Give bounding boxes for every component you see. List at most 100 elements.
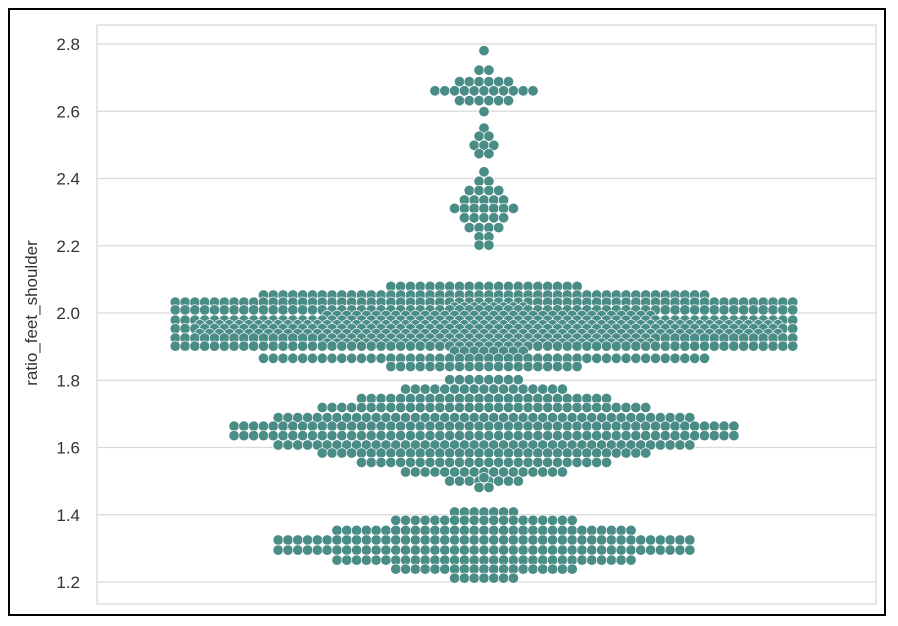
data-point xyxy=(453,420,465,432)
y-tick-label: 2.8 xyxy=(56,35,80,54)
data-point xyxy=(336,352,348,364)
data-point xyxy=(463,95,475,107)
data-point xyxy=(571,360,583,372)
data-point xyxy=(556,534,568,546)
data-point xyxy=(556,383,568,395)
data-point xyxy=(787,323,799,335)
data-point xyxy=(228,340,240,352)
data-point xyxy=(600,420,612,432)
data-point xyxy=(547,514,559,526)
data-point xyxy=(439,466,451,478)
data-point xyxy=(409,466,421,478)
data-point xyxy=(439,563,451,575)
data-point xyxy=(600,447,612,459)
data-point xyxy=(375,401,387,413)
data-point xyxy=(664,534,676,546)
data-point xyxy=(649,420,661,432)
data-point xyxy=(272,439,284,451)
data-point xyxy=(502,374,514,386)
data-point xyxy=(478,383,490,395)
data-point xyxy=(444,420,456,432)
data-point xyxy=(483,148,495,160)
data-point xyxy=(351,554,363,566)
data-point xyxy=(473,130,485,142)
data-point xyxy=(375,447,387,459)
data-point xyxy=(777,340,789,352)
data-point xyxy=(600,456,612,468)
data-point xyxy=(615,544,627,556)
data-point xyxy=(507,466,519,478)
data-point xyxy=(561,340,573,352)
data-point xyxy=(532,456,544,468)
data-point xyxy=(493,475,505,487)
data-point xyxy=(547,466,559,478)
data-point xyxy=(698,430,710,442)
data-point xyxy=(326,420,338,432)
data-point xyxy=(463,185,475,197)
data-point xyxy=(468,544,480,556)
data-point xyxy=(400,514,412,526)
data-point xyxy=(375,420,387,432)
data-point xyxy=(488,534,500,546)
data-point xyxy=(355,456,367,468)
data-point xyxy=(375,352,387,364)
data-point xyxy=(664,439,676,451)
data-point xyxy=(522,430,534,442)
data-point xyxy=(282,544,294,556)
data-point xyxy=(566,514,578,526)
data-point xyxy=(272,534,284,546)
data-point xyxy=(542,456,554,468)
data-point xyxy=(537,466,549,478)
data-point xyxy=(649,430,661,442)
data-point xyxy=(625,524,637,536)
data-point xyxy=(346,420,358,432)
data-point xyxy=(483,222,495,234)
data-point xyxy=(571,340,583,352)
data-point xyxy=(355,447,367,459)
data-point xyxy=(302,439,314,451)
data-point xyxy=(532,401,544,413)
data-point xyxy=(404,401,416,413)
data-point xyxy=(439,514,451,526)
data-point xyxy=(434,430,446,442)
data-point xyxy=(355,352,367,364)
data-point xyxy=(610,420,622,432)
data-point xyxy=(630,352,642,364)
data-point xyxy=(630,447,642,459)
data-point xyxy=(615,534,627,546)
data-point xyxy=(248,420,260,432)
data-point xyxy=(522,456,534,468)
data-point xyxy=(591,401,603,413)
data-point xyxy=(306,352,318,364)
data-point xyxy=(708,304,720,316)
data-point xyxy=(336,447,348,459)
data-point xyxy=(498,85,510,97)
data-point xyxy=(302,544,314,556)
data-point xyxy=(409,544,421,556)
data-point xyxy=(483,130,495,142)
data-point xyxy=(375,456,387,468)
data-point xyxy=(542,430,554,442)
data-point xyxy=(483,374,495,386)
data-point xyxy=(517,534,529,546)
data-point xyxy=(600,430,612,442)
data-point xyxy=(708,340,720,352)
data-point xyxy=(684,534,696,546)
data-point xyxy=(267,304,279,316)
data-point xyxy=(468,383,480,395)
data-point xyxy=(248,430,260,442)
data-point xyxy=(610,430,622,442)
data-point xyxy=(458,544,470,556)
data-point xyxy=(360,554,372,566)
data-point xyxy=(483,64,495,76)
data-point xyxy=(409,514,421,526)
data-point xyxy=(517,563,529,575)
data-point xyxy=(689,420,701,432)
data-point xyxy=(341,534,353,546)
data-point xyxy=(360,534,372,546)
data-point xyxy=(615,554,627,566)
data-point xyxy=(669,304,681,316)
data-point xyxy=(473,76,485,88)
data-point xyxy=(640,401,652,413)
data-point xyxy=(576,524,588,536)
